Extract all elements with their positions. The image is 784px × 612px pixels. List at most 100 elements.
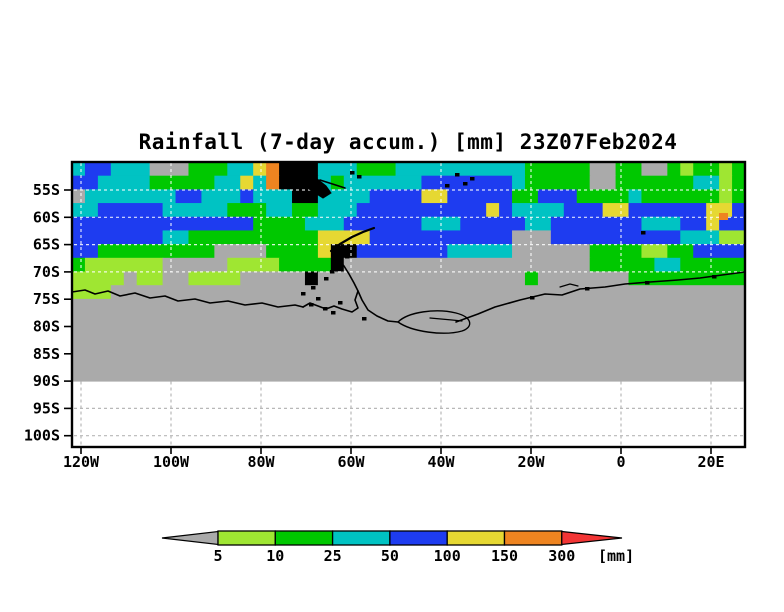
field-cell <box>628 203 707 218</box>
field-cell <box>72 339 746 355</box>
island-dot <box>324 277 329 281</box>
field-cell <box>641 216 681 232</box>
field-cell <box>589 257 655 273</box>
coastline <box>357 290 399 323</box>
field-cell <box>253 189 293 204</box>
chart-title: Rainfall (7-day accum.) [mm] 23Z07Feb202… <box>139 130 678 154</box>
field-cell <box>356 162 397 177</box>
coastline <box>71 289 304 308</box>
colorbar-level-label: 25 <box>324 547 342 565</box>
field-cell <box>266 203 293 218</box>
field-cell <box>72 312 746 327</box>
y-axis-tick-label: 60S <box>33 208 60 226</box>
colorbar-level-label: 300 <box>548 547 575 565</box>
field-cell <box>356 203 487 218</box>
y-axis-tick-label: 85S <box>33 345 60 363</box>
field-cell <box>589 162 617 177</box>
island-dot <box>585 287 590 291</box>
field-cell <box>72 203 99 218</box>
field-cell <box>214 244 267 259</box>
field-cell <box>317 271 526 286</box>
island-dot <box>331 311 336 315</box>
field-cell <box>512 175 526 190</box>
field-cell <box>343 216 423 232</box>
field-cell <box>240 189 254 204</box>
coastline-layer <box>71 161 746 334</box>
y-axis-tick-label: 100S <box>24 427 60 445</box>
field-cell <box>343 175 423 190</box>
field-cell <box>589 244 643 259</box>
coastline <box>397 310 471 334</box>
field-cell <box>72 326 746 341</box>
field-cell <box>136 271 164 286</box>
field-cell <box>641 162 668 177</box>
field-cell <box>615 175 694 190</box>
y-axis-tick-label: 90S <box>33 372 60 390</box>
field-cell <box>162 271 190 286</box>
field-cell <box>317 162 358 177</box>
field-cell <box>110 285 746 300</box>
field-cell <box>524 216 552 232</box>
island-dot <box>338 262 343 266</box>
field-cell <box>253 162 267 177</box>
field-cell <box>356 244 448 259</box>
island-dot <box>641 231 646 235</box>
field-cell <box>524 162 591 177</box>
field-cell <box>72 271 125 286</box>
field-cell <box>667 162 681 177</box>
colorbar-overflow-arrow <box>561 530 623 546</box>
field-cell <box>304 271 319 286</box>
colorbar-segment <box>274 530 334 546</box>
field-cell <box>292 203 319 218</box>
field-cell <box>188 230 319 245</box>
field-cell <box>719 162 733 177</box>
field-cell <box>693 244 746 259</box>
colorbar-level-label: 50 <box>381 547 399 565</box>
field-cell <box>512 244 591 259</box>
field-cell <box>512 230 552 245</box>
colorbar-level-label: 10 <box>266 547 284 565</box>
field-cell <box>460 216 526 232</box>
field-cell <box>304 216 345 232</box>
field-cell <box>537 271 630 286</box>
field-cell <box>162 230 190 245</box>
field-cell <box>680 216 707 232</box>
colorbar-segment <box>503 530 563 546</box>
y-axis-tick-label: 55S <box>33 181 60 199</box>
island-dot <box>350 171 355 175</box>
island-dot <box>316 297 321 301</box>
field-cell <box>732 162 746 177</box>
field-cell <box>667 244 694 259</box>
island-dot <box>323 307 328 311</box>
colorbar-level-label: 100 <box>434 547 461 565</box>
field-cell <box>576 189 630 204</box>
field-cell <box>693 175 720 190</box>
island-dot <box>463 182 468 186</box>
field-cell <box>395 162 526 177</box>
field-cell <box>719 189 733 204</box>
island-dot <box>470 177 475 181</box>
field-cell <box>72 257 86 273</box>
field-cell <box>149 175 215 190</box>
field-cell <box>602 203 630 218</box>
field-cell <box>149 162 190 177</box>
x-axis-tick-label: 120W <box>63 453 100 471</box>
island-dot <box>330 270 335 274</box>
island-dot <box>309 303 314 307</box>
field-cell <box>240 175 254 190</box>
field-cell <box>84 189 177 204</box>
field-cell <box>162 203 228 218</box>
field-cell <box>72 367 746 382</box>
field-cell <box>641 244 668 259</box>
island-dot <box>445 184 450 188</box>
colorbar-segment <box>217 530 276 546</box>
field-cell <box>279 257 332 273</box>
field-cell <box>537 189 578 204</box>
field-cell <box>227 162 254 177</box>
coastline <box>302 250 359 313</box>
colorbar-segment <box>446 530 506 546</box>
field-cell <box>732 175 746 190</box>
field-cell <box>72 175 99 190</box>
